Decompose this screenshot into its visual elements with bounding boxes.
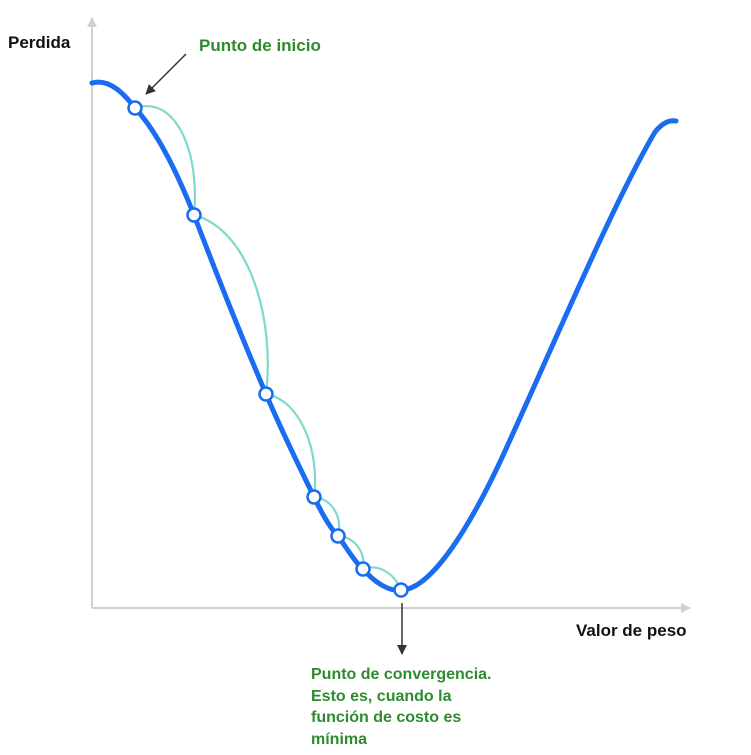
convergence-point-label: Punto de convergencia. Esto es, cuando l…	[311, 664, 491, 750]
convergence-label-line: función de costo es	[311, 709, 462, 726]
step-points	[127, 100, 409, 598]
step-arc	[133, 105, 196, 217]
loss-curve	[89, 79, 679, 593]
step-point	[258, 386, 274, 402]
convergence-label-line: Esto es, cuando la	[311, 687, 452, 705]
convergence-point	[393, 582, 409, 598]
step-point	[186, 207, 202, 223]
convergence-label-line: mínima	[311, 730, 368, 748]
step-point	[330, 528, 346, 544]
step-point	[355, 561, 371, 577]
start-arrow-icon	[145, 53, 187, 95]
step-point	[306, 489, 322, 505]
start-point	[127, 100, 143, 116]
step-arc	[264, 392, 317, 499]
start-point-label: Punto de inicio	[199, 36, 321, 55]
convergence-label-line: Punto de convergencia.	[311, 666, 492, 683]
x-axis-label: Valor de peso	[576, 621, 687, 640]
step-arcs	[133, 105, 403, 592]
step-arc	[192, 213, 269, 396]
y-axis-label: Perdida	[8, 33, 71, 52]
